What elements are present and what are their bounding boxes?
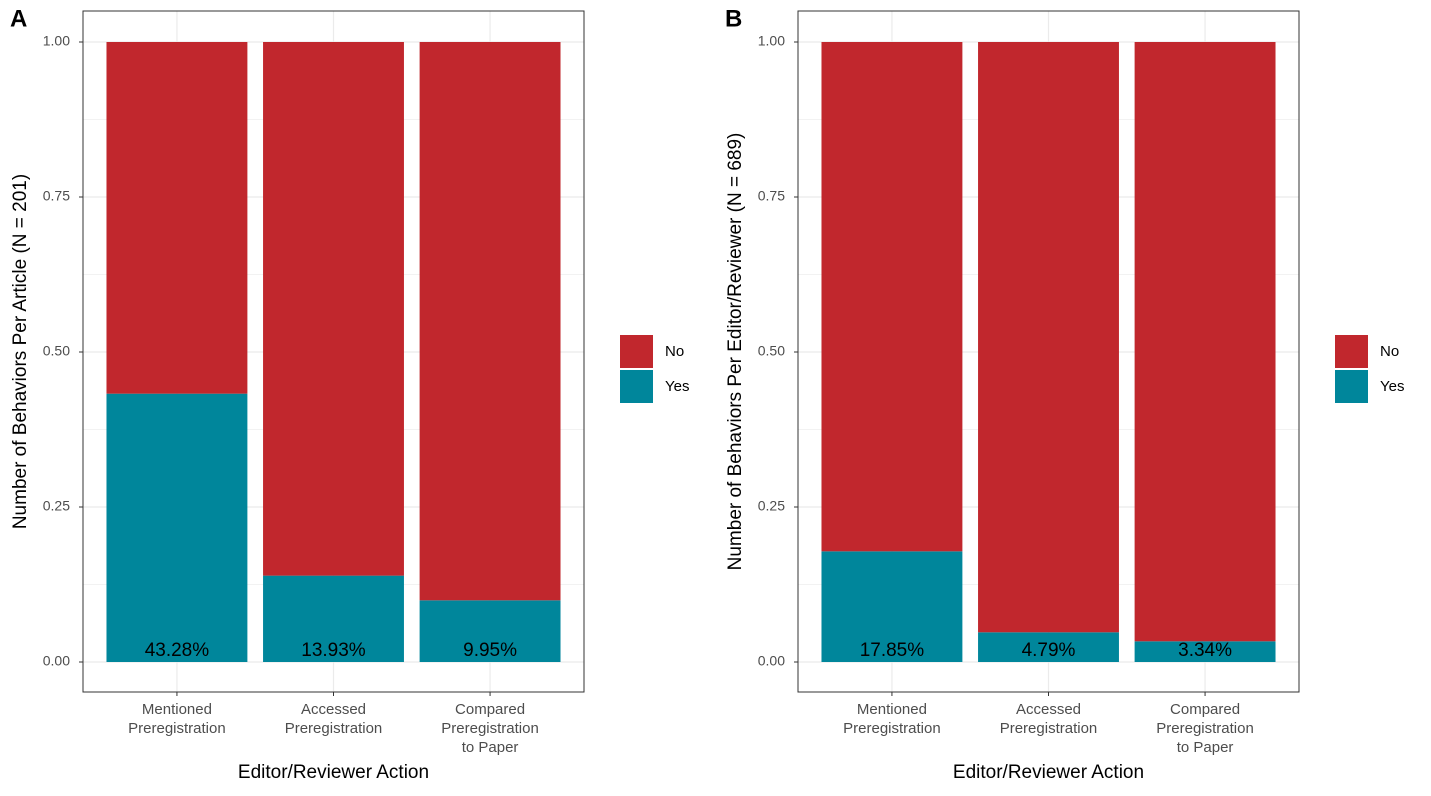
y-axis-title: Number of Behaviors Per Editor/Reviewer …	[725, 133, 746, 571]
bar-segment	[419, 600, 561, 662]
x-axis-title: Editor/Reviewer Action	[238, 762, 429, 783]
value-label: 4.79%	[1022, 640, 1076, 661]
legend-label: Yes	[665, 378, 689, 395]
bar-segment	[419, 42, 561, 601]
value-label: 17.85%	[860, 640, 925, 661]
legend-label: No	[1380, 343, 1399, 360]
y-tick-label: 0.00	[758, 653, 785, 669]
y-tick-label: 0.25	[43, 498, 70, 514]
bar-segment	[263, 575, 404, 662]
y-tick-label: 0.25	[758, 498, 785, 514]
x-tick-label: Mentioned Preregistration	[843, 701, 941, 737]
bar-segment	[106, 393, 248, 662]
legend-swatch	[1335, 335, 1368, 368]
value-label: 43.28%	[145, 640, 210, 661]
bar-segment	[821, 42, 963, 552]
legend-label: No	[665, 343, 684, 360]
x-tick-label: Accessed Preregistration	[1000, 701, 1098, 737]
plot-border	[82, 10, 585, 693]
panel-label: A	[10, 5, 27, 32]
y-tick-label: 0.00	[43, 653, 70, 669]
y-tick-label: 1.00	[43, 33, 70, 49]
x-axis-title: Editor/Reviewer Action	[953, 762, 1144, 783]
y-tick-label: 0.75	[43, 188, 70, 204]
bar-segment	[1134, 42, 1276, 642]
bar-segment	[1134, 641, 1276, 662]
y-tick-label: 0.50	[43, 343, 70, 359]
panel-label: B	[725, 5, 742, 32]
bar-segment	[978, 632, 1119, 662]
value-label: 13.93%	[301, 640, 366, 661]
value-label: 9.95%	[463, 640, 517, 661]
bar-segment	[821, 551, 963, 662]
x-tick-label: Compared Preregistration to Paper	[441, 701, 539, 756]
legend-swatch	[620, 370, 653, 403]
legend-swatch	[620, 335, 653, 368]
bar-segment	[106, 42, 248, 394]
x-tick-label: Compared Preregistration to Paper	[1156, 701, 1254, 756]
plot-border	[797, 10, 1300, 693]
bar-segment	[263, 42, 404, 576]
value-label: 3.34%	[1178, 640, 1232, 661]
y-tick-label: 0.75	[758, 188, 785, 204]
legend-label: Yes	[1380, 378, 1404, 395]
y-axis-title: Number of Behaviors Per Article (N = 201…	[10, 174, 31, 529]
x-tick-label: Mentioned Preregistration	[128, 701, 226, 737]
x-tick-label: Accessed Preregistration	[285, 701, 383, 737]
bar-segment	[978, 42, 1119, 633]
legend-swatch	[1335, 370, 1368, 403]
y-tick-label: 0.50	[758, 343, 785, 359]
y-tick-label: 1.00	[758, 33, 785, 49]
